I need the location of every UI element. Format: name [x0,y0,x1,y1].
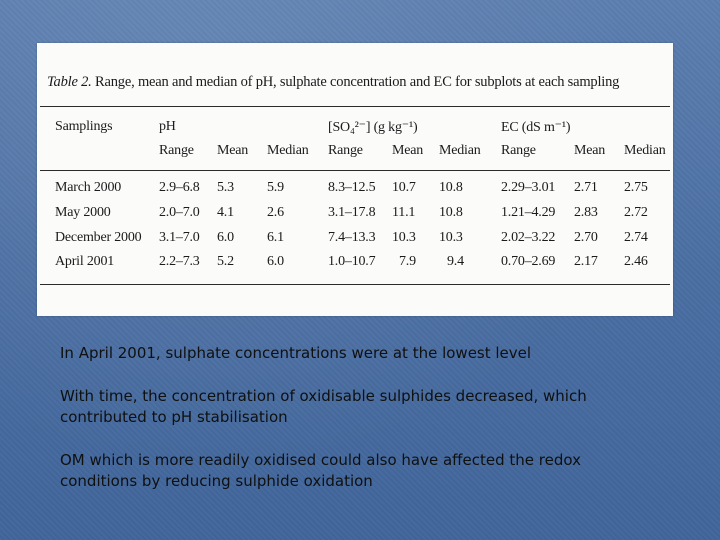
table-bottom-rule [40,284,670,285]
row-ec-mean: 2.17 [574,254,598,269]
subheader-ph-median: Median [267,143,309,158]
row-ec-mean: 2.70 [574,230,598,245]
row-ec-median: 2.74 [624,230,648,245]
row-ec-range: 2.29–3.01 [501,180,556,195]
row-ec-range: 1.21–4.29 [501,205,556,220]
row-so4-mean: 11.1 [392,205,416,220]
row-so4-mean: 7.9 [399,254,416,269]
row-ph-range: 2.2–7.3 [159,254,200,269]
row-ph-range: 3.1–7.0 [159,230,200,245]
row-so4-median: 10.3 [439,230,463,245]
row-ec-median: 2.75 [624,180,648,195]
row-so4-range: 7.4–13.3 [328,230,376,245]
row-so4-range: 3.1–17.8 [328,205,376,220]
row-ph-mean: 4.1 [217,205,234,220]
row-so4-median: 10.8 [439,205,463,220]
row-ec-range: 2.02–3.22 [501,230,556,245]
subheader-ec-median: Median [624,143,666,158]
row-ph-mean: 5.2 [217,254,234,269]
header-ec: EC (dS m⁻¹) [501,120,571,135]
row-ph-median: 2.6 [267,205,284,220]
row-so4-mean: 10.3 [392,230,416,245]
row-ec-range: 0.70–2.69 [501,254,556,269]
row-so4-median: 10.8 [439,180,463,195]
subheader-so4-range: Range [328,143,363,158]
bullet-item: With time, the concentration of oxidisab… [60,386,587,427]
bullet-list: In April 2001, sulphate concentrations w… [60,343,640,514]
table-header-rule [40,170,670,171]
row-ph-range: 2.9–6.8 [159,180,200,195]
subheader-ec-mean: Mean [574,143,606,158]
row-so4-range: 1.0–10.7 [328,254,376,269]
subheader-so4-mean: Mean [392,143,424,158]
header-sulphate: [SO₄²⁻] (g kg⁻¹) [328,120,418,135]
row-ph-mean: 6.0 [217,230,234,245]
row-sampling: May 2000 [55,205,111,220]
row-sampling: December 2000 [55,230,142,245]
row-ph-mean: 5.3 [217,180,234,195]
table-top-rule [40,106,670,107]
header-samplings: Samplings [55,119,113,134]
row-sampling: March 2000 [55,180,122,195]
subheader-so4-median: Median [439,143,481,158]
row-so4-median: 9.4 [447,254,464,269]
bullet-item: OM which is more readily oxidised could … [60,450,581,491]
subheader-ph-mean: Mean [217,143,249,158]
row-ec-median: 2.72 [624,205,648,220]
subheader-ph-range: Range [159,143,194,158]
row-so4-range: 8.3–12.5 [328,180,376,195]
row-so4-mean: 10.7 [392,180,416,195]
row-ph-median: 6.0 [267,254,284,269]
row-ec-median: 2.46 [624,254,648,269]
bullet-item: In April 2001, sulphate concentrations w… [60,344,532,362]
data-table-image: Table 2. Range, mean and median of pH, s… [37,43,673,316]
row-sampling: April 2001 [55,254,115,269]
table-caption-label: Table 2. [47,74,92,90]
row-ec-mean: 2.83 [574,205,598,220]
subheader-ec-range: Range [501,143,536,158]
header-ph: pH [159,119,176,134]
row-ph-median: 6.1 [267,230,284,245]
table-caption-text: Range, mean and median of pH, sulphate c… [95,74,620,90]
row-ph-median: 5.9 [267,180,284,195]
row-ec-mean: 2.71 [574,180,598,195]
table-caption: Table 2. Range, mean and median of pH, s… [47,74,619,91]
row-ph-range: 2.0–7.0 [159,205,200,220]
